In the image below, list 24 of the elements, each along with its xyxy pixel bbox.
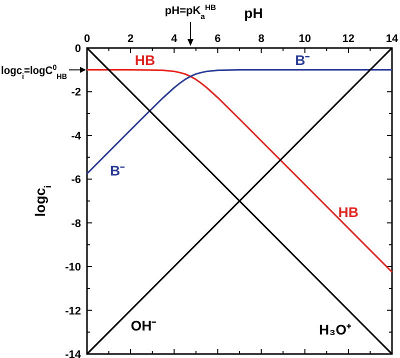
x-axis-title: pH <box>244 5 263 21</box>
series-label: B⁻ <box>295 52 310 68</box>
x-tick-label: 10 <box>298 33 311 45</box>
y-tick-label: -4 <box>71 130 82 142</box>
x-tick-label: 8 <box>258 33 264 45</box>
text: HB <box>134 52 156 68</box>
series-label: OH⁻ <box>130 318 157 334</box>
y-tick-label: -2 <box>71 86 81 99</box>
y-tick-label: -6 <box>71 174 81 186</box>
x-tick-label: 4 <box>171 33 178 45</box>
y-tick-label: 0 <box>74 43 81 55</box>
x-tick-label: 2 <box>128 33 134 45</box>
series-label: H₃O⁺ <box>319 322 352 338</box>
x-tick-label: 12 <box>342 33 355 45</box>
x-tick-label: 0 <box>84 33 90 45</box>
series-label: HB <box>338 204 358 220</box>
y-tick-label: -12 <box>65 305 81 318</box>
y-tick-label: -10 <box>65 262 81 274</box>
text: B⁻ <box>110 162 126 178</box>
y-tick-label: -8 <box>71 218 81 230</box>
x-tick-label: 14 <box>386 33 399 45</box>
x-tick-label: 6 <box>214 33 221 45</box>
y-tick-label: -14 <box>65 349 82 358</box>
line-series <box>86 69 393 174</box>
